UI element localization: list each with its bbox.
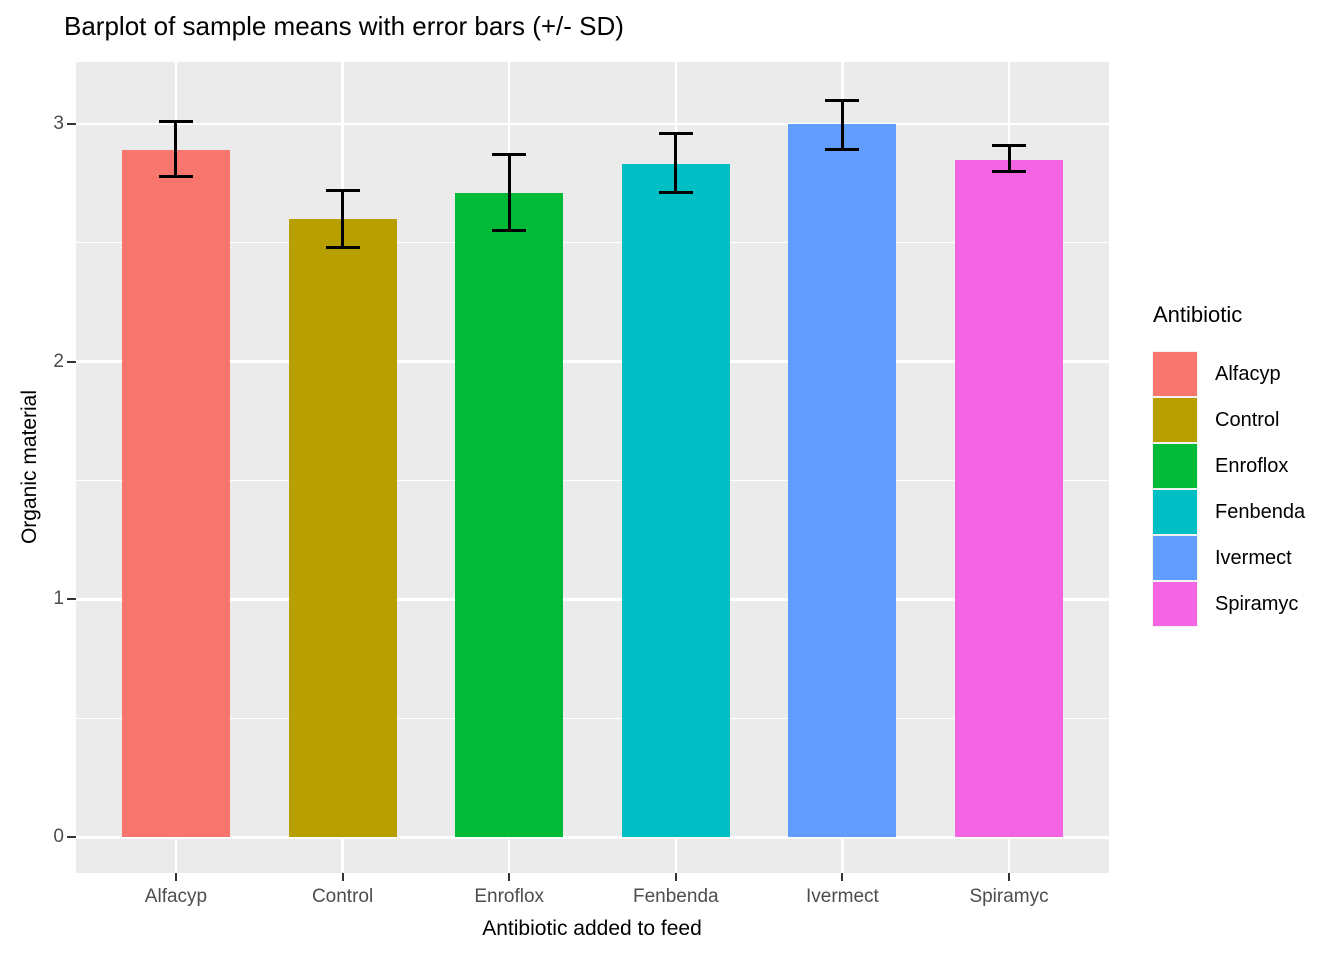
errorbar-stem-fenbenda <box>674 133 678 193</box>
chart-title: Barplot of sample means with error bars … <box>64 11 624 41</box>
legend-label-fenbenda: Fenbenda <box>1215 501 1306 523</box>
legend-key-fenbenda <box>1153 490 1197 534</box>
errorbar-cap-top-alfacyp <box>158 119 193 123</box>
legend-key-enroflox <box>1153 444 1197 488</box>
errorbar-cap-top-fenbenda <box>658 131 693 135</box>
gridline-minor-y2.5 <box>76 242 1109 244</box>
legend-label-spiramyc: Spiramyc <box>1215 593 1299 615</box>
y-tick-label-3: 3 <box>53 112 64 134</box>
x-axis-title: Antibiotic added to feed <box>482 917 702 940</box>
legend-label-control: Control <box>1215 409 1280 431</box>
plot-panel <box>76 62 1109 873</box>
legend-label-alfacyp: Alfacyp <box>1215 363 1281 385</box>
x-tick-label-control: Control <box>311 886 374 907</box>
gridline-minor-y0.5 <box>76 717 1109 720</box>
errorbar-stem-spiramyc <box>1007 145 1011 172</box>
bar-alfacyp <box>121 149 230 838</box>
x-tick-label-fenbenda: Fenbenda <box>633 886 719 907</box>
legend-key-alfacyp <box>1153 352 1197 396</box>
bar-enroflox <box>455 192 564 838</box>
y-tick-0 <box>67 836 76 839</box>
gridline-major-y3 <box>76 122 1109 126</box>
x-tick-ivermect <box>841 873 844 881</box>
errorbar-cap-bottom-fenbenda <box>658 191 693 195</box>
gridline-major-y2 <box>76 360 1109 363</box>
legend-key-control <box>1153 398 1197 442</box>
errorbar-cap-bottom-spiramyc <box>992 169 1027 173</box>
y-tick-label-0: 0 <box>53 826 64 848</box>
gridline-minor-y1.5 <box>76 479 1109 482</box>
x-tick-enroflox <box>508 873 511 881</box>
x-tick-label-enroflox: Enroflox <box>474 886 545 907</box>
y-tick-label-1: 1 <box>53 588 64 610</box>
x-tick-label-alfacyp: Alfacyp <box>144 886 208 907</box>
errorbar-stem-ivermect <box>840 100 844 150</box>
gridline-major-y1 <box>76 598 1109 601</box>
legend-label-ivermect: Ivermect <box>1215 547 1292 569</box>
x-tick-label-spiramyc: Spiramyc <box>969 886 1049 907</box>
errorbar-cap-bottom-control <box>325 246 360 249</box>
x-tick-spiramyc <box>1008 873 1011 881</box>
legend-title: Antibiotic <box>1153 302 1243 327</box>
bar-fenbenda <box>621 164 730 838</box>
errorbar-cap-bottom-enroflox <box>492 229 527 233</box>
bar-control <box>288 218 397 838</box>
y-tick-2 <box>67 360 76 363</box>
x-tick-label-ivermect: Ivermect <box>805 886 879 907</box>
errorbar-cap-bottom-alfacyp <box>158 174 193 178</box>
errorbar-cap-top-control <box>325 188 360 192</box>
errorbar-stem-alfacyp <box>174 121 178 177</box>
errorbar-stem-enroflox <box>507 154 511 231</box>
x-tick-fenbenda <box>674 873 677 881</box>
errorbar-cap-top-spiramyc <box>992 143 1027 147</box>
legend-key-spiramyc <box>1153 582 1197 626</box>
bar-spiramyc <box>955 159 1064 838</box>
x-tick-control <box>341 873 344 881</box>
gridline-major-y0 <box>76 836 1109 839</box>
errorbar-cap-top-enroflox <box>492 153 527 157</box>
bar-ivermect <box>788 123 897 838</box>
errorbar-stem-control <box>341 190 345 248</box>
y-tick-3 <box>67 122 76 125</box>
y-tick-label-2: 2 <box>53 350 64 372</box>
errorbar-cap-top-ivermect <box>825 98 860 102</box>
legend-label-enroflox: Enroflox <box>1215 455 1289 477</box>
x-tick-alfacyp <box>174 873 177 881</box>
y-tick-1 <box>67 598 76 601</box>
errorbar-cap-bottom-ivermect <box>825 148 860 152</box>
y-axis-title: Organic material <box>18 389 41 545</box>
legend-key-ivermect <box>1153 536 1197 580</box>
